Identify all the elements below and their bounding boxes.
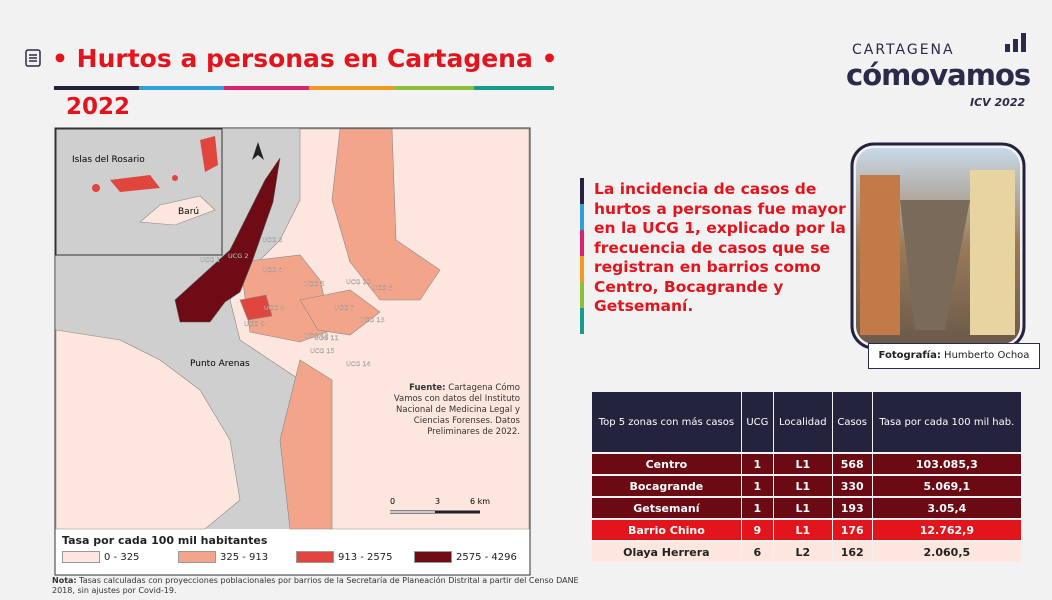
table-cell: Barrio Chino — [592, 520, 742, 540]
source-label: Fuente: — [409, 383, 445, 393]
column-header: Top 5 zonas con más casos — [592, 392, 742, 452]
place-label: Barú — [178, 207, 199, 217]
year: 2022 — [66, 94, 130, 120]
infographic: {"header": {"title": "• Hurtos a persona… — [0, 0, 1052, 600]
zone-label: UCG 1 — [200, 256, 221, 264]
note-text: Tasas calculadas con proyecciones poblac… — [52, 576, 579, 595]
table-cell: 162 — [833, 542, 873, 562]
map — [55, 128, 530, 575]
legend-swatch — [62, 551, 100, 563]
table-cell: 330 — [833, 476, 873, 496]
legend-title: Tasa por cada 100 mil habitantes — [62, 534, 267, 547]
legend-swatch — [296, 551, 334, 563]
column-header: Localidad — [774, 392, 833, 452]
table-cell: L1 — [774, 520, 833, 540]
legend-item: 2575 - 4296 — [414, 551, 517, 563]
place-label: Punto Arenas — [190, 359, 250, 369]
title-stripe — [54, 86, 554, 90]
zone-label: UCG 13 — [360, 316, 385, 324]
place-label: Islas del Rosario — [72, 155, 145, 165]
logo-brand: cómovamos — [846, 58, 1030, 92]
legend-label: 913 - 2575 — [338, 552, 393, 563]
zone-label: UCG 15 — [310, 347, 335, 355]
note: Nota: Tasas calculadas con proyecciones … — [52, 576, 592, 596]
photo — [852, 144, 1024, 348]
column-header: Casos — [833, 392, 873, 452]
zone-label: UCG 2 — [228, 252, 249, 260]
zone-label: UCG 5 — [304, 280, 325, 288]
legend-swatch — [414, 551, 452, 563]
table-cell: Bocagrande — [592, 476, 742, 496]
map-source: Fuente: Cartagena Cómo Vamos con datos d… — [380, 383, 520, 438]
zone-label: UCG 14 — [346, 360, 371, 368]
zone-label: UCG 10 — [346, 278, 371, 286]
table-cell: 12.762,9 — [873, 520, 1022, 540]
legend-swatch — [178, 551, 216, 563]
table-cell: L1 — [774, 498, 833, 518]
statement-bar — [580, 178, 584, 334]
table-cell: 1 — [742, 476, 774, 496]
photo-credit: Fotografía: Humberto Ochoa — [868, 343, 1040, 369]
table-cell: 176 — [833, 520, 873, 540]
list-icon — [26, 50, 40, 66]
zone-label: UCG 6 — [372, 284, 393, 292]
table-cell: 1 — [742, 454, 774, 474]
zone-label: UCG 7 — [334, 304, 355, 312]
legend-label: 2575 - 4296 — [456, 552, 517, 563]
table-cell: Olaya Herrera — [592, 542, 742, 562]
note-label: Nota: — [52, 576, 77, 585]
scale-label: 0 — [390, 497, 395, 506]
column-header: Tasa por cada 100 mil hab. — [873, 392, 1022, 452]
table-cell: 103.085,3 — [873, 454, 1022, 474]
zone-label: UCG 9 — [244, 320, 265, 328]
credit-label: Fotografía: — [879, 350, 941, 361]
table-cell: 3.05,4 — [873, 498, 1022, 518]
scale-label: 6 km — [470, 497, 490, 506]
statement: La incidencia de casos de hurtos a perso… — [594, 180, 862, 317]
zone-label: UCG 12 — [304, 332, 329, 340]
scale-label: 3 — [435, 497, 440, 506]
legend-item: 325 - 913 — [178, 551, 268, 563]
zone-label: UCG 4 — [262, 266, 283, 274]
table-cell: L1 — [774, 476, 833, 496]
page: Hurtos a personas en Cartagena html, bod… — [0, 0, 1052, 600]
legend-label: 325 - 913 — [220, 552, 268, 563]
logo-city: CARTAGENA — [852, 42, 955, 58]
table-cell: 9 — [742, 520, 774, 540]
table-cell: 193 — [833, 498, 873, 518]
table-cell: 568 — [833, 454, 873, 474]
table-cell: L1 — [774, 454, 833, 474]
logo-edition: ICV 2022 — [970, 96, 1025, 109]
table-cell: Centro — [592, 454, 742, 474]
logo-bars — [1005, 33, 1026, 52]
column-header: UCG — [742, 392, 774, 452]
zone-label: UCG 8 — [264, 304, 285, 312]
table-cell: 6 — [742, 542, 774, 562]
table-cell: 1 — [742, 498, 774, 518]
table-cell: Getsemaní — [592, 498, 742, 518]
legend-label: 0 - 325 — [104, 552, 139, 563]
table-cell: 2.060,5 — [873, 542, 1022, 562]
legend-item: 913 - 2575 — [296, 551, 393, 563]
zone-label: UCG 3 — [262, 236, 283, 244]
table-cell: L2 — [774, 542, 833, 562]
legend-item: 0 - 325 — [62, 551, 139, 563]
title: • Hurtos a personas en Cartagena • — [52, 44, 558, 73]
credit-name: Humberto Ochoa — [944, 350, 1029, 361]
table-cell: 5.069,1 — [873, 476, 1022, 496]
